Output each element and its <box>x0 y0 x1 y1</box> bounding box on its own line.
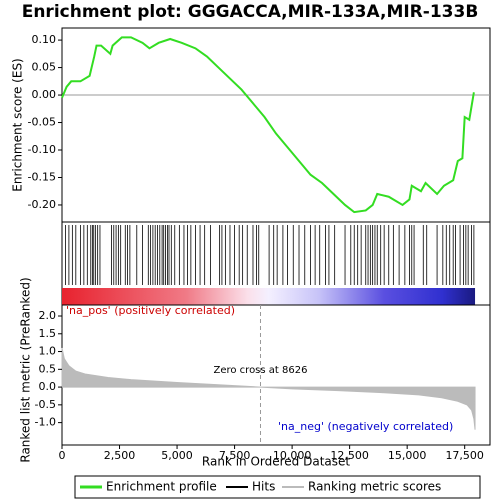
plot-frame <box>61 27 491 223</box>
x-tick-label: 17,500 <box>445 449 484 462</box>
x-tick-label: 15,000 <box>388 449 427 462</box>
x-tick-label: 5,000 <box>161 449 193 462</box>
y-tick-label: 1.5 <box>39 327 57 340</box>
y-tick-label: 0.00 <box>32 88 57 101</box>
pos-label: 'na_pos' (positively correlated) <box>66 304 235 317</box>
x-tick-label: 10,000 <box>273 449 312 462</box>
y-tick-label: 2.0 <box>39 309 57 322</box>
x-tick-label: 12,500 <box>330 449 369 462</box>
rank-color-band <box>62 288 476 305</box>
chart-title: Enrichment plot: GGGACCA,MIR-133A,MIR-13… <box>22 2 479 22</box>
y-tick-label: -0.10 <box>28 143 56 156</box>
y-tick-label: 0.05 <box>32 61 57 74</box>
legend-label: Enrichment profile <box>106 480 217 494</box>
x-tick-label: 2,500 <box>104 449 136 462</box>
enrichment-line <box>61 36 475 214</box>
y-axis-label: Enrichment score (ES) <box>11 58 25 191</box>
legend-frame <box>74 475 481 499</box>
y-axis-label: Ranked list metric (PreRanked) <box>19 277 33 462</box>
x-tick-label: 7,500 <box>219 449 251 462</box>
y-tick-label: -0.20 <box>28 198 56 211</box>
y-tick-label: -1.0 <box>35 416 56 429</box>
y-tick-label: 0.10 <box>32 33 57 46</box>
neg-label: 'na_neg' (negatively correlated) <box>278 420 453 433</box>
x-axis-label: Rank in Ordered Dataset <box>202 455 350 469</box>
legend-label: Ranking metric scores <box>308 480 441 494</box>
y-tick-label: 0.5 <box>39 362 57 375</box>
metric-area <box>61 347 476 430</box>
x-tick-label: 0 <box>59 449 66 462</box>
y-tick-label: -0.5 <box>35 398 56 411</box>
y-tick-label: -0.05 <box>28 116 56 129</box>
legend-label: Hits <box>252 480 275 494</box>
y-tick-label: 0.0 <box>39 380 57 393</box>
y-tick-label: 1.0 <box>39 345 57 358</box>
zero-cross-label: Zero cross at 8626 <box>213 365 307 376</box>
y-tick-label: -0.15 <box>28 170 56 183</box>
